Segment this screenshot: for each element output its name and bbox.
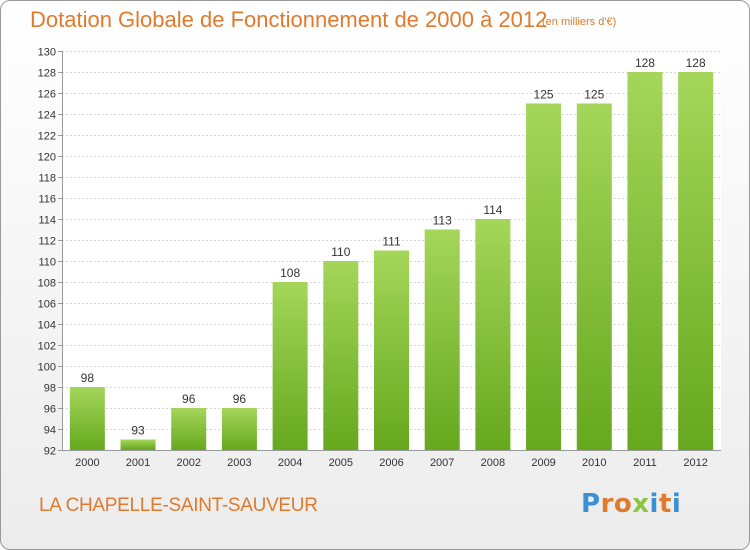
logo-letter: x xyxy=(632,489,650,519)
y-tick-label: 116 xyxy=(38,194,56,206)
x-tick-label: 2000 xyxy=(75,457,99,469)
x-tick-label: 2006 xyxy=(379,457,403,469)
bar-2004 xyxy=(272,282,308,450)
logo-letter: o xyxy=(613,489,633,519)
y-tick-label: 128 xyxy=(38,68,56,80)
y-tick-label: 110 xyxy=(38,257,56,269)
y-tick-label: 102 xyxy=(38,341,56,353)
x-tick-label: 2003 xyxy=(227,457,251,469)
bar-2006 xyxy=(374,250,409,450)
bar-2005 xyxy=(323,261,359,450)
proxiti-logo: Proxiti xyxy=(581,489,681,519)
chart-title: Dotation Globale de Fonctionnement de 20… xyxy=(30,7,548,32)
bar-2012 xyxy=(678,72,714,450)
y-tick-label: 96 xyxy=(44,404,56,416)
x-tick-label: 2007 xyxy=(430,457,454,469)
bar-2011 xyxy=(627,72,663,450)
logo-letter: P xyxy=(581,489,601,519)
y-tick-label: 118 xyxy=(38,173,56,185)
city-name: LA CHAPELLE-SAINT-SAUVEUR xyxy=(39,495,318,516)
x-axis-labels: 2000 2001 2002 2003 2004 2005 2006 2007 2008 2009… xyxy=(75,457,708,469)
bar-2007 xyxy=(424,229,460,450)
x-tick-label: 2011 xyxy=(633,457,657,469)
bar-2008 xyxy=(475,219,511,450)
chart-unit: (en milliers d'€) xyxy=(542,16,617,28)
bar-value-label: 108 xyxy=(280,266,300,280)
x-tick-label: 2004 xyxy=(278,457,302,469)
y-tick-label: 126 xyxy=(38,89,56,101)
bar-value-label: 110 xyxy=(331,245,350,259)
x-tick-label: 2012 xyxy=(683,457,707,469)
logo-letter: i xyxy=(671,489,682,519)
bar-value-label: 125 xyxy=(584,88,604,102)
y-tick-label: 94 xyxy=(44,425,56,437)
bar-value-label: 128 xyxy=(635,56,655,70)
logo-letter: t xyxy=(658,489,672,519)
bar-value-label: 111 xyxy=(382,235,401,249)
x-tick-label: 2002 xyxy=(176,457,200,469)
bar-value-label: 113 xyxy=(433,214,452,228)
bar-2010 xyxy=(576,103,612,450)
y-tick-label: 106 xyxy=(38,299,56,311)
bar-2000 xyxy=(69,387,105,450)
x-tick-label: 2001 xyxy=(126,457,150,469)
bar-value-label: 96 xyxy=(182,392,196,406)
y-tick-label: 114 xyxy=(38,215,56,227)
bar-value-label: 125 xyxy=(534,88,554,102)
bar-2003 xyxy=(221,408,257,450)
y-tick-label: 108 xyxy=(38,278,56,290)
x-tick-label: 2008 xyxy=(481,457,505,469)
bar-value-label: 114 xyxy=(483,203,502,217)
x-tick-label: 2010 xyxy=(582,457,606,469)
bar-value-label: 98 xyxy=(81,371,95,385)
bar-2009 xyxy=(526,103,562,450)
y-tick-label: 104 xyxy=(38,320,56,332)
y-tick-label: 100 xyxy=(38,362,56,374)
x-tick-label: 2009 xyxy=(531,457,555,469)
y-tick-label: 98 xyxy=(44,383,56,395)
bar-value-label: 128 xyxy=(686,56,706,70)
bar-2001 xyxy=(120,439,156,450)
bar-2002 xyxy=(171,408,207,450)
y-tick-label: 120 xyxy=(38,152,56,164)
bar-value-label: 93 xyxy=(131,424,145,438)
y-tick-label: 124 xyxy=(38,110,56,122)
y-axis-labels: 92 94 96 98 100 102 104 106 108 110 112 114 116 118 12… xyxy=(38,47,62,458)
y-tick-label: 112 xyxy=(38,236,56,248)
logo-letter: i xyxy=(649,489,659,519)
bars: 98 93 96 96 108 110 111 113 114 125 125 128 128 xyxy=(69,56,714,450)
x-tick-label: 2005 xyxy=(329,457,353,469)
y-tick-label: 92 xyxy=(44,446,56,458)
y-tick-label: 130 xyxy=(38,47,56,59)
y-tick-label: 122 xyxy=(38,131,56,143)
bar-value-label: 96 xyxy=(233,392,247,406)
logo-letter: r xyxy=(600,489,614,519)
